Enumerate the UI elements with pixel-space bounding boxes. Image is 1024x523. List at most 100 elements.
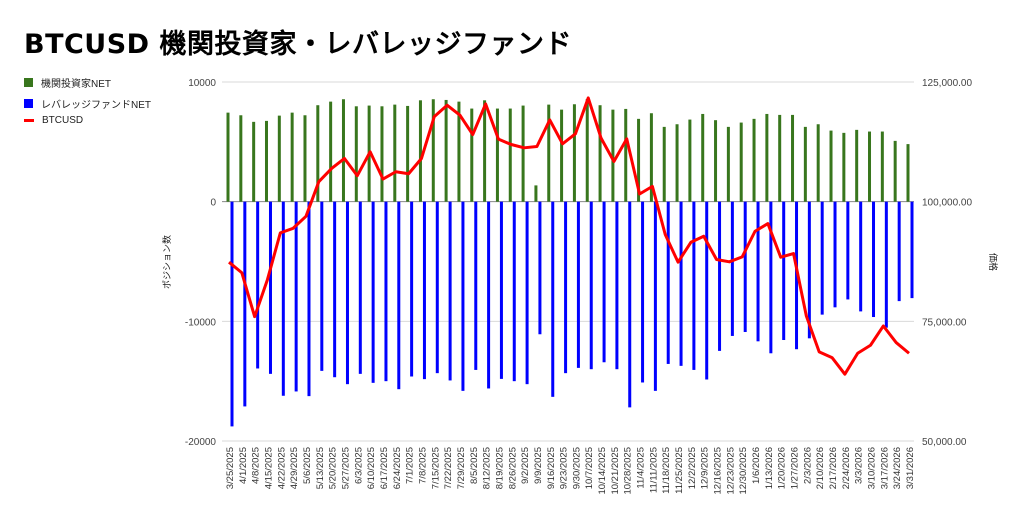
x-tick-label: 8/12/2025 (482, 447, 493, 489)
x-tick-label: 6/24/2025 (392, 447, 403, 489)
x-tick-label: 8/26/2025 (507, 447, 518, 489)
x-tick-label: 7/8/2025 (417, 447, 428, 484)
legend-label: BTCUSD (42, 115, 84, 126)
x-tick-label: 1/20/2026 (777, 447, 788, 489)
bar-institutional (572, 104, 576, 202)
bar-institutional (598, 105, 602, 202)
x-tick-label: 11/4/2025 (636, 447, 647, 489)
legend-item-leveraged: レバレッジファンドNET (24, 96, 151, 111)
bar-institutional (739, 122, 743, 202)
x-tick-label: 12/9/2025 (700, 447, 711, 489)
x-tick-label: 2/3/2026 (802, 447, 813, 484)
bar-leveraged (615, 201, 619, 370)
x-tick-label: 10/14/2025 (597, 447, 608, 495)
bar-leveraged (371, 201, 375, 383)
x-tick-label: 9/30/2025 (571, 447, 582, 489)
x-tick-label: 5/6/2025 (302, 447, 313, 484)
x-tick-label: 5/20/2025 (328, 447, 339, 489)
bar-institutional (803, 126, 807, 202)
y-tick-left: 10000 (188, 78, 216, 89)
y-axis-title-right: 価格 (988, 253, 999, 271)
bar-institutional (316, 105, 320, 202)
bar-leveraged (230, 201, 234, 427)
legend-swatch-green-icon (24, 78, 33, 87)
bar-institutional (239, 115, 243, 202)
bar-institutional (688, 119, 692, 202)
x-tick-label: 3/31/2026 (905, 447, 916, 489)
x-tick-label: 6/10/2025 (366, 447, 377, 489)
bar-leveraged (807, 201, 811, 339)
x-tick-label: 3/3/2026 (854, 447, 865, 484)
bar-institutional (444, 99, 448, 202)
bar-institutional (329, 101, 333, 202)
bar-leveraged (422, 201, 426, 380)
bar-leveraged (628, 201, 632, 408)
bar-leveraged (692, 201, 696, 370)
bar-leveraged (358, 201, 362, 374)
bar-leveraged (551, 201, 555, 397)
x-tick-label: 4/15/2025 (263, 447, 274, 489)
bar-institutional (393, 104, 397, 202)
bar-institutional (406, 105, 410, 202)
bar-institutional (431, 99, 435, 202)
x-tick-label: 9/23/2025 (559, 447, 570, 489)
x-tick-label: 9/2/2025 (520, 447, 531, 484)
bar-leveraged (461, 201, 465, 391)
legend-item-institutional: 機関投資家NET (24, 75, 111, 90)
bar-leveraged (487, 201, 491, 389)
bar-institutional (277, 115, 281, 202)
bar-leveraged (641, 201, 645, 383)
y-tick-right: 125,000.00 (922, 78, 972, 89)
bar-institutional (226, 112, 230, 202)
bar-institutional (495, 108, 499, 202)
bar-leveraged (782, 201, 786, 341)
bar-leveraged (525, 201, 529, 385)
bar-institutional (855, 129, 859, 202)
bar-leveraged (410, 201, 414, 377)
bar-institutional (868, 131, 872, 202)
bar-institutional (470, 108, 474, 202)
x-tick-label: 3/17/2026 (879, 447, 890, 489)
bar-institutional (547, 104, 551, 202)
bar-institutional (483, 100, 487, 202)
x-tick-label: 7/15/2025 (430, 447, 441, 489)
x-tick-label: 4/22/2025 (276, 447, 287, 489)
bar-institutional (341, 99, 345, 202)
bar-institutional (585, 98, 589, 202)
bar-institutional (880, 131, 884, 202)
bar-institutional (893, 140, 897, 202)
bar-leveraged (576, 201, 580, 368)
bar-leveraged (666, 201, 670, 364)
bar-institutional (649, 113, 653, 202)
legend-swatch-blue-icon (24, 99, 33, 108)
bar-institutional (791, 114, 795, 202)
bar-leveraged (268, 201, 272, 374)
bar-leveraged (730, 201, 734, 336)
bar-institutional (829, 130, 833, 202)
bar-leveraged (653, 201, 657, 391)
legend-label: 機関投資家NET (41, 79, 111, 90)
bar-leveraged (884, 201, 888, 328)
bar-leveraged (384, 201, 388, 382)
x-tick-label: 9/9/2025 (533, 447, 544, 484)
bar-leveraged (743, 201, 747, 332)
bar-leveraged (756, 201, 760, 342)
x-tick-label: 6/3/2025 (353, 447, 364, 484)
y-tick-left: 0 (210, 198, 216, 209)
bar-leveraged (435, 201, 439, 374)
x-tick-label: 2/24/2026 (841, 447, 852, 489)
x-tick-label: 10/7/2025 (584, 447, 595, 489)
x-tick-label: 4/29/2025 (289, 447, 300, 489)
bar-institutional (675, 124, 679, 202)
bar-leveraged (512, 201, 516, 382)
x-tick-label: 8/19/2025 (494, 447, 505, 489)
bar-institutional (752, 118, 756, 202)
bar-leveraged (589, 201, 593, 370)
legend-line-red-icon (24, 119, 34, 122)
x-tick-label: 4/8/2025 (251, 447, 262, 484)
x-tick-label: 3/24/2026 (892, 447, 903, 489)
bar-institutional (252, 121, 256, 202)
x-tick-label: 7/22/2025 (443, 447, 454, 489)
bar-institutional (714, 120, 718, 202)
